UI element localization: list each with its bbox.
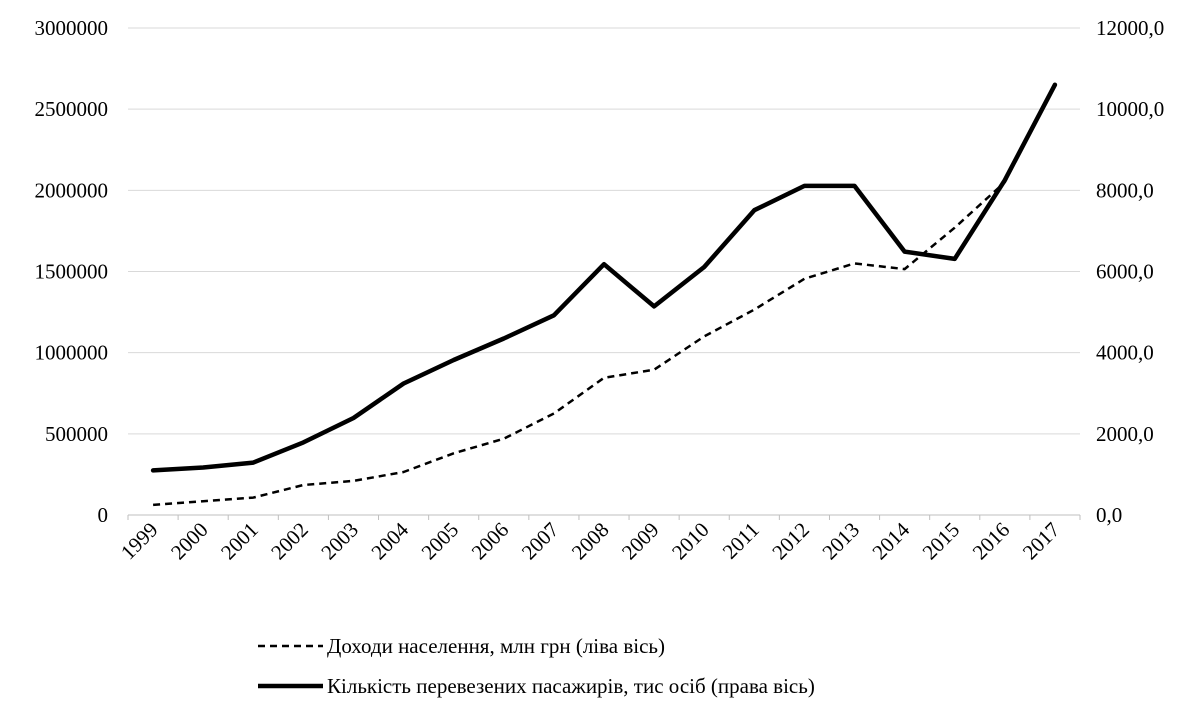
right-tick-label: 8000,0 xyxy=(1096,178,1154,202)
x-tick-label: 2012 xyxy=(767,518,814,565)
legend-label: Доходи населення, млн грн (ліва вісь) xyxy=(327,634,665,658)
x-tick-label: 2010 xyxy=(667,518,714,565)
left-tick-label: 1000000 xyxy=(35,341,109,365)
right-tick-label: 4000,0 xyxy=(1096,341,1154,365)
x-axis-ticks: 1999 2000 2001 2002 2003 2004 2005 2006 2007 2008… xyxy=(116,515,1081,565)
left-tick-label: 1500000 xyxy=(35,260,109,284)
left-tick-label: 2500000 xyxy=(35,97,109,121)
right-tick-label: 6000,0 xyxy=(1096,260,1154,284)
left-tick-label: 500000 xyxy=(45,422,108,446)
right-tick-label: 10000,0 xyxy=(1096,97,1164,121)
x-tick-label: 2004 xyxy=(366,517,413,564)
x-tick-label: 2015 xyxy=(918,518,965,565)
left-tick-label: 2000000 xyxy=(35,178,109,202)
x-tick-label: 2008 xyxy=(567,518,614,565)
series-line-income xyxy=(153,84,1057,507)
x-tick-label: 2002 xyxy=(266,518,313,565)
series-lines xyxy=(150,82,1058,507)
left-tick-label: 0 xyxy=(98,503,109,527)
x-tick-label: 2001 xyxy=(216,518,263,565)
right-tick-label: 12000,0 xyxy=(1096,16,1164,40)
x-tick-label: 2007 xyxy=(517,518,564,565)
x-tick-label: 2006 xyxy=(467,518,514,565)
x-tick-label: 2016 xyxy=(968,518,1015,565)
series-line-passengers xyxy=(150,82,1058,473)
x-tick-label: 2014 xyxy=(867,517,914,564)
x-tick-label: 2017 xyxy=(1018,518,1065,565)
right-tick-label: 2000,0 xyxy=(1096,422,1154,446)
x-tick-label: 2000 xyxy=(166,518,213,565)
gridlines xyxy=(128,27,1080,516)
x-tick-label: 2005 xyxy=(417,518,464,565)
left-tick-label: 3000000 xyxy=(35,16,109,40)
x-tick-label: 2009 xyxy=(617,518,664,565)
x-tick-label: 2013 xyxy=(817,518,864,565)
right-tick-label: 0,0 xyxy=(1096,503,1122,527)
x-tick-label: 2003 xyxy=(316,518,363,565)
legend-label: Кількість перевезених пасажирів, тис осі… xyxy=(327,674,815,698)
legend: Доходи населення, млн грн (ліва вісь) Кіл… xyxy=(258,634,815,698)
left-axis-ticks: 0 500000 1000000 1500000 2000000 2500000 30000… xyxy=(35,16,109,527)
x-tick-label: 1999 xyxy=(116,518,163,565)
x-tick-label: 2011 xyxy=(718,518,764,564)
right-axis-ticks: 0,0 2000,0 4000,0 6000,0 8000,0 10000,0 12000,… xyxy=(1096,16,1164,527)
